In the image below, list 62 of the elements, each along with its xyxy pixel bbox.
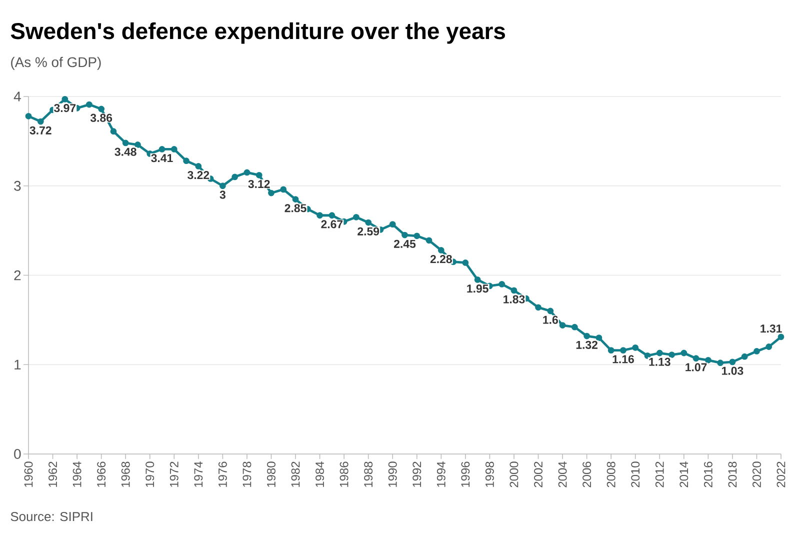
data-label: 2.45	[394, 240, 416, 248]
data-label: 1.83	[504, 295, 525, 304]
x-tick-label: 1994	[436, 462, 446, 487]
data-label: 3	[220, 190, 226, 199]
x-tick-label: 1992	[412, 462, 422, 487]
x-tick-label: 1970	[146, 462, 154, 487]
data-label: 1.31	[760, 324, 782, 333]
data-label: 2.59	[358, 227, 380, 236]
data-label: 3.22	[188, 171, 210, 180]
x-tick-label: 1960	[24, 462, 33, 487]
x-tick-label: 2000	[510, 462, 518, 488]
x-tick-label: 1962	[48, 462, 57, 487]
x-tick-label: 2014	[680, 462, 688, 488]
data-label: 1.95	[467, 284, 488, 293]
x-tick-label: 2002	[534, 462, 542, 488]
x-tick-label: 2020	[752, 462, 761, 488]
data-label: 3.48	[114, 148, 136, 156]
data-label: 3.72	[30, 126, 52, 134]
x-tick-label: 2008	[606, 462, 616, 488]
data-label: 1.16	[612, 355, 634, 364]
source-note: Source: SIPRI	[10, 512, 92, 522]
x-tick-label: 1976	[218, 462, 227, 487]
x-tick-label: 2022	[776, 462, 786, 488]
x-tick-label: 2010	[631, 462, 640, 488]
data-label: 3.41	[151, 154, 173, 162]
x-tick-label: 2016	[704, 462, 712, 488]
data-label: 1.13	[649, 358, 670, 366]
x-tick-label: 1980	[267, 462, 276, 487]
x-tick-label: 2006	[582, 462, 592, 488]
x-tick-label: 1968	[121, 462, 130, 487]
y-tick-label: 0	[14, 449, 21, 459]
x-tick-label: 2004	[558, 462, 567, 488]
data-label: 2.28	[430, 255, 452, 264]
x-tick-label: 1982	[291, 462, 300, 487]
data-label: 1.03	[722, 366, 744, 375]
x-tick-label: 1966	[97, 462, 106, 487]
y-tick-label: 4	[14, 92, 21, 102]
x-tick-label: 1984	[316, 462, 324, 487]
x-tick-label: 2018	[728, 462, 737, 488]
data-label: 1.07	[686, 363, 707, 372]
y-tick-label: 1	[14, 360, 21, 370]
chart-subtitle: (As % of GDP)	[11, 56, 101, 70]
x-tick-label: 1986	[340, 462, 348, 487]
x-tick-label: 1998	[485, 462, 494, 487]
data-label: 3.12	[248, 180, 270, 188]
x-tick-label: 2012	[655, 462, 664, 488]
x-tick-label: 1988	[364, 462, 373, 487]
x-tick-label: 1990	[388, 462, 397, 487]
data-label: 2.67	[321, 220, 343, 228]
x-tick-label: 1972	[170, 462, 178, 487]
data-label: 3.97	[54, 104, 76, 112]
x-tick-label: 1978	[242, 462, 252, 487]
y-tick-label: 2	[14, 270, 21, 280]
y-tick-label: 3	[14, 180, 21, 191]
chart-title: Sweden's defence expenditure over the years	[10, 22, 505, 44]
x-tick-label: 1974	[194, 462, 203, 487]
data-label: 1.6	[543, 316, 558, 324]
x-tick-label: 1964	[72, 462, 82, 487]
data-label: 2.85	[284, 204, 306, 212]
x-tick-label: 1996	[461, 462, 470, 487]
data-label: 1.32	[576, 340, 598, 349]
data-label: 3.86	[90, 114, 112, 122]
